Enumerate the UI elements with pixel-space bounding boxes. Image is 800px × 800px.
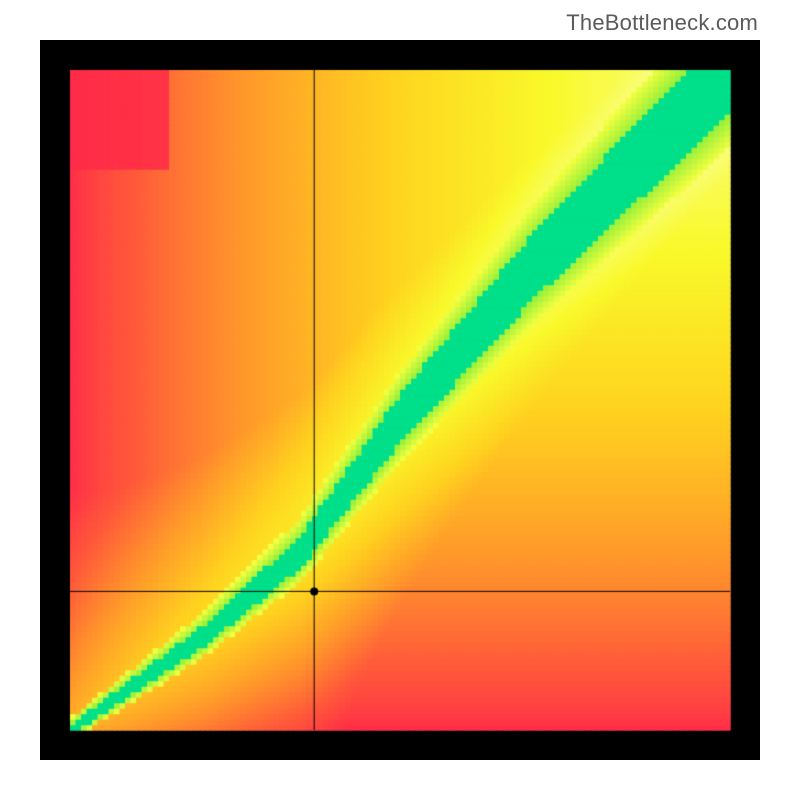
heatmap-outer [40,40,760,760]
heatmap-canvas [40,40,760,760]
chart-wrapper: TheBottleneck.com [0,0,800,800]
watermark-text: TheBottleneck.com [566,10,758,36]
